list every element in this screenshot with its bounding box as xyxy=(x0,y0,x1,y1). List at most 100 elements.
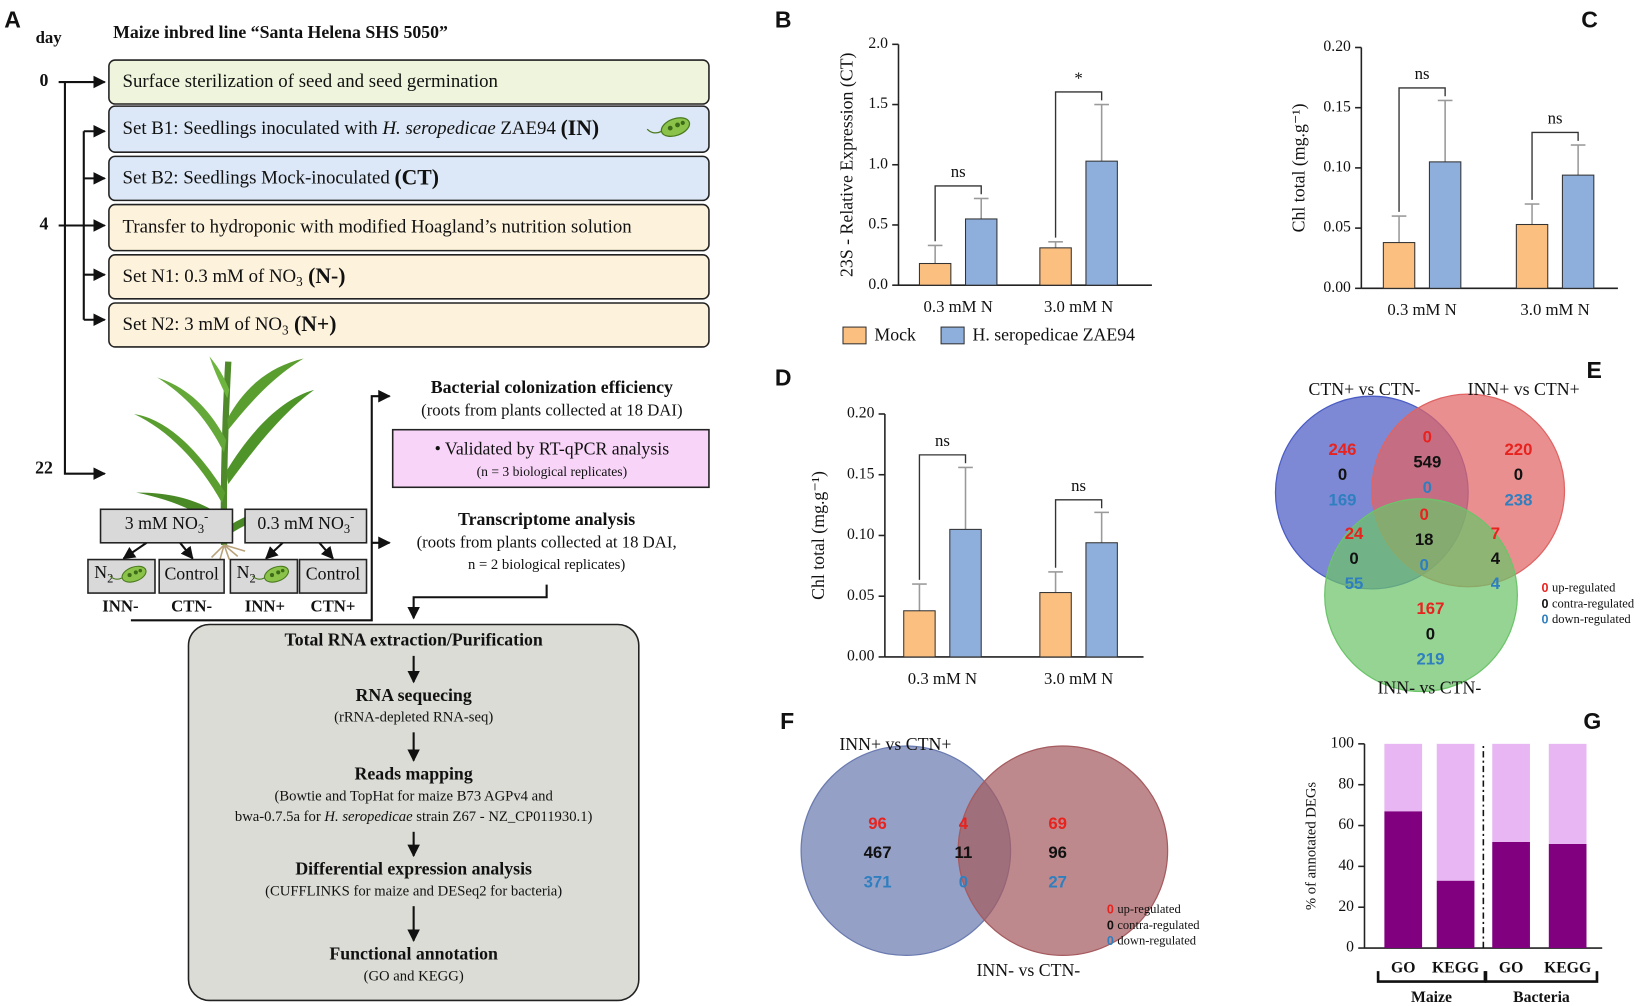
treatment-text: 3 mM NO3- xyxy=(125,510,209,537)
text-run: H. seropedicae xyxy=(381,119,495,140)
significance-bracket xyxy=(918,454,967,580)
pipeline-detail: (CUFFLINKS for maize and DESeq2 for bact… xyxy=(265,884,562,900)
venn-count: 11 xyxy=(955,843,973,862)
venn-count: 0 xyxy=(1426,624,1435,643)
step-text: Set B1: Seedlings inoculated with H. ser… xyxy=(123,116,600,140)
panel-label: D xyxy=(775,365,792,391)
legend-label: up-regulated xyxy=(1117,902,1181,916)
y-axis-label: % of annotated DEGs xyxy=(1303,782,1319,911)
legend-symbol: 0 xyxy=(1107,934,1114,948)
venn-count: 0 xyxy=(1420,555,1429,574)
venn-count: 371 xyxy=(864,873,892,892)
legend-symbol: 0 xyxy=(1541,613,1548,627)
bar-segment xyxy=(1548,743,1587,844)
text-run: (CT) xyxy=(394,165,439,189)
y-tick-label: 100 xyxy=(1330,734,1354,751)
day-number: 4 xyxy=(40,214,49,234)
y-tick-label: 0.00 xyxy=(847,648,875,665)
significance-label: ns xyxy=(1415,64,1430,83)
legend-swatch xyxy=(842,326,867,345)
text-run: 3 xyxy=(198,522,204,536)
venn-count: 27 xyxy=(1048,873,1067,892)
venn-count: 0 xyxy=(1423,427,1432,446)
group-label: CTN+ xyxy=(311,597,356,616)
bar-segment xyxy=(1384,743,1423,812)
legend-symbol: 0 xyxy=(1541,581,1548,595)
text-run: 0.3 mM NO xyxy=(257,513,344,533)
y-tick-label: 0.15 xyxy=(1323,98,1351,115)
text-run: (Bowtie and TopHat for maize B73 AGPv4 a… xyxy=(274,789,553,805)
text-run: 3 xyxy=(296,274,303,289)
significance-bracket xyxy=(1054,499,1103,568)
step-box xyxy=(108,105,710,153)
venn-set-label: INN- vs CTN- xyxy=(976,960,1080,980)
venn-count: 0 xyxy=(1349,549,1358,568)
bar xyxy=(918,262,952,286)
y-tick-label: 0 xyxy=(1346,939,1354,956)
legend-symbol: 0 xyxy=(1107,903,1114,917)
text-run: Transfer to hydroponic with modified Hoa… xyxy=(123,217,633,238)
pipeline-step: Functional annotation xyxy=(329,943,498,963)
pipeline-detail: (GO and KEGG) xyxy=(364,969,464,985)
bar-segment xyxy=(1384,811,1423,949)
venn-count: 220 xyxy=(1504,440,1532,459)
y-axis-label: Chl total (mg.g⁻¹) xyxy=(1289,103,1310,232)
venn-count: 7 xyxy=(1491,524,1500,543)
text-run: (GO and KEGG) xyxy=(364,969,464,985)
condition-text: Control xyxy=(306,563,360,583)
venn-count: 219 xyxy=(1416,650,1444,669)
text-run: Control xyxy=(164,563,218,583)
bar-segment xyxy=(1436,880,1475,949)
panel-label: A xyxy=(4,6,21,32)
legend-label: Mock xyxy=(874,325,916,345)
pipeline-step: Total RNA extraction/Purification xyxy=(284,629,542,649)
bar xyxy=(1515,223,1549,289)
step-text: Set N1: 0.3 mM of NO3 (N-) xyxy=(123,264,346,289)
significance-label: ns xyxy=(1071,476,1086,495)
validation-note: (n = 3 biological replicates) xyxy=(477,464,628,480)
legend-label: H. seropedicae ZAE94 xyxy=(972,325,1135,345)
y-tick-label: 0.0 xyxy=(868,276,888,293)
validation-box xyxy=(391,428,710,489)
venn-count: 467 xyxy=(864,843,892,862)
venn-count: 0 xyxy=(959,873,968,892)
treatment-text: 0.3 mM NO3- xyxy=(257,510,354,537)
venn-count: 246 xyxy=(1329,440,1357,459)
pipeline-step: Differential expression analysis xyxy=(295,859,532,879)
transcriptome-title: Transcriptome analysis xyxy=(458,509,635,529)
panel-label: E xyxy=(1586,357,1601,383)
panel-a-connectors xyxy=(58,75,548,622)
y-tick-label: 0.20 xyxy=(847,405,875,422)
y-tick-label: 60 xyxy=(1338,816,1354,833)
venn-count: 96 xyxy=(868,814,887,833)
pipeline-detail: bwa-0.7.5a for H. seropedicae strain Z67… xyxy=(235,810,593,826)
step-box xyxy=(108,302,710,348)
text-run: bwa-0.7.5a for xyxy=(235,810,325,826)
text-run: N xyxy=(237,562,250,582)
venn-count: 0 xyxy=(1423,478,1432,497)
text-run: - xyxy=(350,510,354,524)
bar xyxy=(1039,247,1072,286)
y-tick-label: 0.5 xyxy=(868,216,888,233)
pipeline-step: RNA sequecing xyxy=(356,685,472,705)
text-run: (IN) xyxy=(561,116,600,140)
x-tick-label: KEGG xyxy=(1432,960,1479,977)
step-text: Set B2: Seedlings Mock-inoculated (CT) xyxy=(123,165,439,189)
venn-set-label: INN+ vs CTN+ xyxy=(839,734,951,754)
panel-label: F xyxy=(780,708,794,734)
bar xyxy=(1382,242,1416,289)
panel-label: B xyxy=(775,6,792,32)
condition-text: Control xyxy=(164,563,218,583)
legend-label: up-regulated xyxy=(1552,581,1616,595)
venn-set xyxy=(1324,498,1519,693)
y-tick-label: 0.10 xyxy=(1323,159,1351,176)
y-tick-label: 80 xyxy=(1338,775,1354,792)
pipeline-detail: (Bowtie and TopHat for maize B73 AGPv4 a… xyxy=(274,789,553,805)
step-box xyxy=(108,155,710,202)
text-run: Control xyxy=(306,563,360,583)
text-run: strain Z67 - NZ_CP011930.1) xyxy=(413,810,593,826)
x-tick-label: 3.0 mM N xyxy=(1044,669,1113,688)
condition-box xyxy=(158,558,225,594)
venn-count: 96 xyxy=(1048,843,1067,862)
